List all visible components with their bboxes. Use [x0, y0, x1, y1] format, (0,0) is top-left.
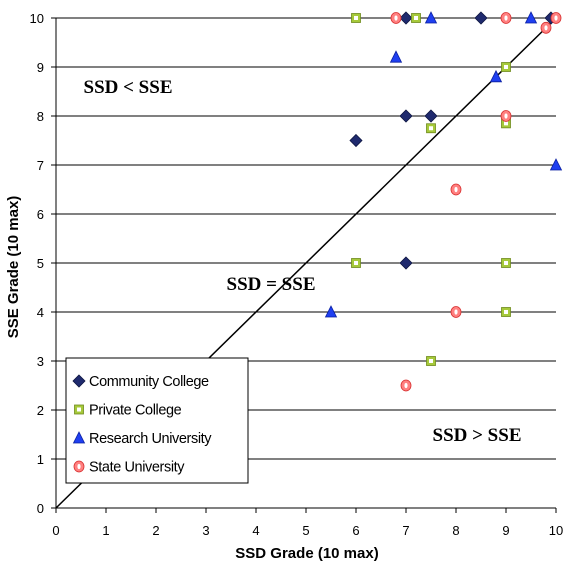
private-college-point [411, 13, 421, 23]
community-college-point [424, 109, 438, 123]
research-university-point [324, 305, 338, 318]
legend-state-university-marker-highlight [77, 463, 81, 470]
research-university-point [549, 158, 563, 171]
annotation-ssd-greater-sse: SSD > SSE [433, 425, 522, 446]
private-college-point [426, 123, 436, 134]
state-university-point-highlight [404, 382, 408, 389]
state-university-point [550, 12, 562, 24]
state-university-point [400, 379, 412, 392]
x-tick-label: 2 [152, 523, 159, 538]
private-college-point [501, 62, 511, 72]
private-college-point-inner [504, 261, 508, 265]
y-tick-label: 0 [37, 501, 44, 516]
x-tick-label: 5 [302, 523, 309, 538]
private-college-point-inner [414, 16, 418, 20]
y-tick-label: 9 [37, 60, 44, 75]
private-college-point-inner [504, 65, 508, 69]
state-university-point-highlight [504, 113, 508, 119]
legend-community-college-label: Community College [89, 374, 209, 390]
research-university-point [424, 11, 438, 24]
private-college-point [501, 307, 511, 317]
state-university-point-highlight [394, 15, 398, 21]
private-college-point-inner [429, 359, 433, 363]
y-tick-label: 2 [37, 403, 44, 418]
y-tick-label: 10 [30, 11, 44, 26]
y-tick-label: 1 [37, 452, 44, 467]
private-college-point [351, 258, 361, 268]
y-axis-label: SSE Grade (10 max) [5, 196, 22, 339]
y-tick-label: 3 [37, 354, 44, 369]
annotation-ssd-less-sse: SSD < SSE [84, 77, 173, 98]
state-university-point-highlight [544, 25, 548, 31]
private-college-point-inner [429, 126, 433, 131]
legend-state-university-label: State University [89, 460, 185, 476]
y-tick-label: 4 [37, 305, 44, 320]
private-college-point [501, 258, 511, 268]
state-university-point [500, 12, 512, 24]
research-university-point [389, 50, 403, 63]
x-tick-label: 6 [352, 523, 359, 538]
private-college-point-inner [354, 16, 358, 20]
y-tick-label: 5 [37, 256, 44, 271]
y-tick-label: 7 [37, 158, 44, 173]
legend-private-college-label: Private College [89, 403, 182, 419]
legend: Community College Private College Research… [65, 357, 249, 484]
state-university-point [450, 183, 462, 196]
data-points [324, 11, 563, 392]
y-tick-label: 6 [37, 207, 44, 222]
community-college-point [399, 11, 413, 25]
research-university-point [524, 11, 538, 24]
state-university-point [540, 21, 552, 34]
community-college-point [349, 133, 363, 148]
x-tick-label: 10 [549, 523, 563, 538]
private-college-point-inner [354, 261, 358, 265]
x-axis-label: SSD Grade (10 max) [235, 545, 378, 562]
community-college-point [399, 256, 413, 270]
private-college-point-inner [504, 121, 508, 126]
state-university-point [390, 12, 402, 24]
state-university-point [450, 306, 462, 318]
y-tick-label: 8 [37, 109, 44, 124]
legend-box [65, 357, 249, 484]
x-tick-label: 9 [502, 523, 509, 538]
state-university-point-highlight [454, 186, 458, 193]
private-college-point [351, 13, 361, 23]
state-university-point-highlight [554, 15, 558, 21]
x-tick-label: 4 [252, 523, 259, 538]
annotation-ssd-equals-sse: SSD = SSE [227, 274, 316, 295]
x-tick-label: 8 [452, 523, 459, 538]
legend-community-college-marker [72, 374, 86, 388]
community-college-point [399, 109, 413, 123]
legend-research-university-label: Research University [89, 431, 212, 447]
state-university-point-highlight [454, 309, 458, 315]
legend-state-university-marker [73, 460, 85, 473]
x-tick-label: 3 [202, 523, 209, 538]
x-tick-label: 7 [402, 523, 409, 538]
private-college-point-inner [504, 310, 508, 314]
axes [51, 17, 557, 513]
legend-private-college-marker [74, 404, 84, 415]
tick-labels: 0 1 2 3 4 5 6 7 8 9 10 0 1 2 3 4 5 6 7 8 9 10 [30, 11, 564, 538]
x-tick-label: 0 [52, 523, 59, 538]
state-university-point [500, 110, 512, 122]
research-university-point [489, 69, 503, 83]
state-university-point-highlight [504, 15, 508, 21]
legend-private-college-marker-inner [77, 407, 81, 412]
x-tick-label: 1 [102, 523, 109, 538]
community-college-point [474, 11, 488, 25]
private-college-point [426, 356, 436, 366]
legend-research-university-marker [72, 431, 86, 444]
